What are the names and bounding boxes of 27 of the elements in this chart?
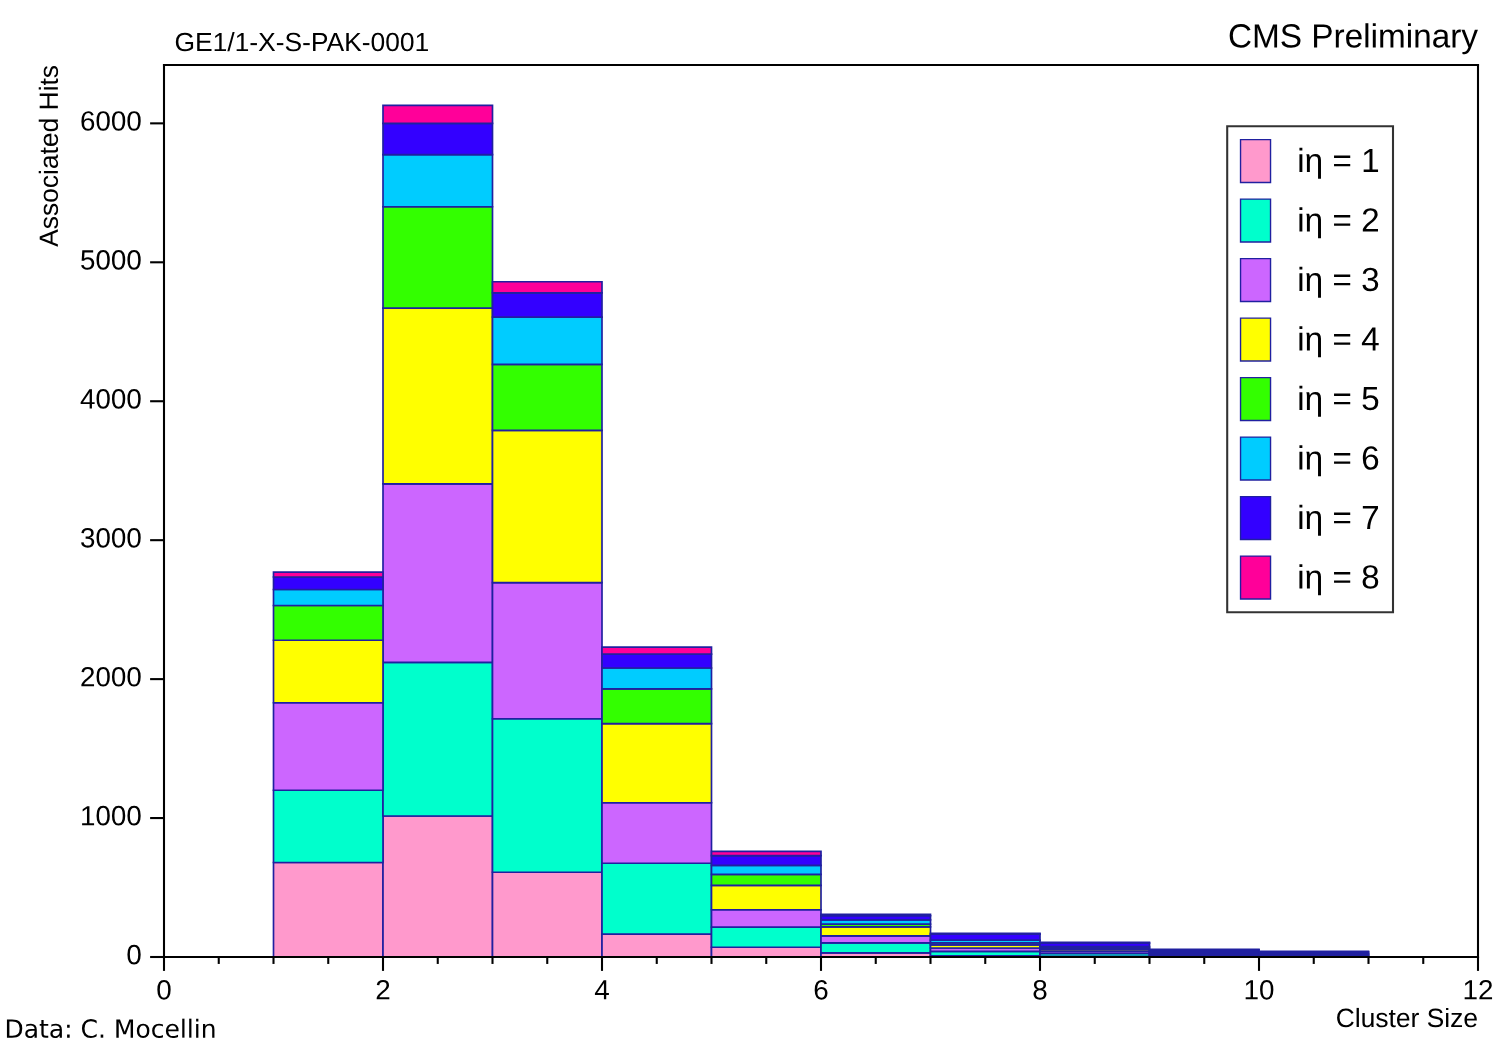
legend-label: iη = 6 bbox=[1299, 445, 1379, 477]
legend-label: iη = 2 bbox=[1299, 207, 1378, 239]
x-tick-label: 2 bbox=[376, 979, 390, 1000]
x-axis-title: Cluster Size bbox=[1337, 1007, 1477, 1028]
text: Data: C. Mocellin bbox=[6, 1018, 215, 1039]
y-tick-label: 5000 bbox=[81, 250, 141, 270]
y-tick-label: 6000 bbox=[81, 111, 141, 131]
legend-label: iη = 4 bbox=[1299, 326, 1379, 358]
x-tick-label: 0 bbox=[157, 979, 171, 1000]
legend-label: iη = 1 bbox=[1299, 147, 1379, 179]
legend-label: iη = 7 bbox=[1299, 504, 1378, 536]
y-tick-label: 1000 bbox=[82, 805, 141, 826]
x-tick-label: 12 bbox=[1464, 979, 1493, 1000]
y-tick-label: 0 bbox=[127, 944, 141, 965]
x-tick-label: 10 bbox=[1245, 979, 1274, 1000]
y-tick-label: 4000 bbox=[80, 389, 141, 409]
x-tick-label: 4 bbox=[594, 980, 609, 1000]
legend-label: iη = 5 bbox=[1299, 385, 1379, 417]
text: CMS Preliminary bbox=[1229, 23, 1478, 55]
x-tick-label: 6 bbox=[814, 979, 828, 1000]
chart-title: GE1/1-X-S-PAK-0001 bbox=[175, 31, 428, 52]
y-tick-label: 2000 bbox=[81, 666, 141, 687]
legend-label: iη = 3 bbox=[1299, 266, 1379, 298]
y-axis-title: Associated Hits bbox=[38, 65, 59, 247]
legend-label: iη = 8 bbox=[1299, 564, 1379, 596]
y-tick-label: 3000 bbox=[81, 527, 141, 548]
x-tick-label: 8 bbox=[1033, 979, 1047, 1000]
